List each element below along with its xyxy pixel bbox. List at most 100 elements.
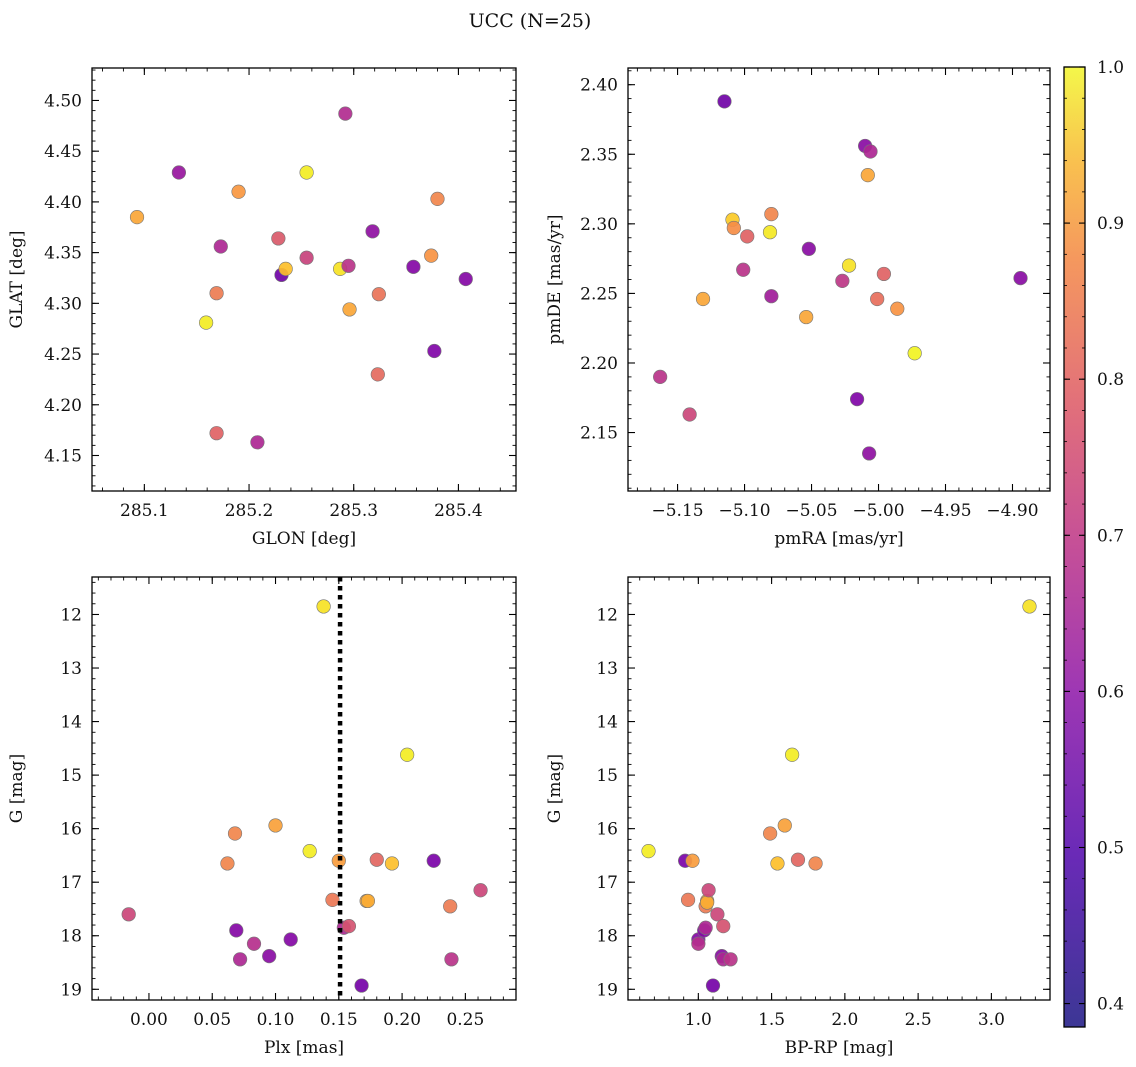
colorbar-tick-label: 0.5 [1097, 838, 1124, 858]
data-point [342, 302, 357, 317]
data-point [682, 407, 697, 422]
data-point [726, 220, 741, 236]
data-point [717, 94, 732, 109]
data-point [406, 259, 421, 274]
data-point [369, 852, 384, 867]
data-point [444, 952, 459, 967]
y-tick-label: 18 [596, 927, 618, 947]
data-point [220, 856, 235, 871]
data-point [653, 369, 668, 385]
data-point [740, 229, 755, 244]
data-point [231, 184, 246, 199]
data-point [302, 844, 317, 859]
data-point [262, 948, 277, 964]
data-point [365, 224, 380, 239]
data-point [213, 239, 228, 254]
y-tick-label: 16 [596, 820, 618, 840]
y-tick-label: 13 [596, 659, 618, 679]
data-point [835, 273, 850, 288]
data-point [129, 210, 145, 225]
colorbar-tick-label: 0.6 [1097, 682, 1124, 702]
data-point [860, 168, 875, 183]
colorbar-tick-label: 1.0 [1097, 58, 1124, 78]
y-tick-label: 14 [60, 713, 82, 733]
data-point [341, 919, 357, 934]
data-point [325, 892, 340, 907]
data-point [360, 893, 376, 909]
y-tick-label: 2.15 [580, 424, 618, 444]
data-point [777, 818, 792, 833]
data-point [209, 426, 224, 441]
data-point [691, 936, 706, 951]
data-point [764, 207, 779, 222]
x-tick-label: 0.20 [383, 1010, 421, 1030]
y-axis-label: G [mag] [545, 754, 565, 823]
data-point [209, 286, 224, 301]
y-tick-label: 19 [596, 980, 618, 1000]
x-tick-label: −4.90 [986, 501, 1038, 521]
data-point [371, 287, 386, 302]
y-axis-label: G [mag] [7, 754, 27, 823]
y-tick-label: 13 [60, 659, 82, 679]
x-axis-label: GLON [deg] [252, 529, 356, 549]
x-tick-label: −5.00 [852, 501, 904, 521]
scatter-panel-pmra-pmde: −5.15 −5.10 −5.05 −5.00 −4.95 −4.90 2.15 2.20 2.… [545, 67, 1051, 549]
data-point [705, 978, 721, 993]
x-axis-label: pmRA [mas/yr] [774, 529, 903, 549]
data-point [384, 856, 400, 871]
data-point [473, 883, 488, 898]
y-tick-label: 2.20 [580, 354, 618, 374]
y-tick-label: 4.15 [44, 446, 82, 466]
y-tick-label: 4.25 [44, 345, 82, 365]
data-point [801, 241, 816, 256]
data-point [199, 315, 214, 330]
data-point [680, 892, 696, 907]
y-tick-label: 4.30 [44, 294, 82, 314]
data-point [764, 289, 779, 304]
data-point [400, 747, 415, 762]
axes-frame [627, 576, 1051, 1001]
figure-title: UCC (N=25) [469, 10, 592, 32]
colorbar-tick-label: 0.9 [1097, 214, 1124, 234]
x-axis-label: BP-RP [mag] [785, 1038, 894, 1058]
data-point [770, 856, 785, 871]
axes-frame [91, 67, 517, 492]
data-point [863, 144, 878, 159]
x-tick-label: 0.10 [257, 1010, 295, 1030]
scatter-panel-plx-g: 0.00 0.05 0.10 0.15 0.20 0.25 12 13 14 15 16 17 18 19… [7, 576, 517, 1058]
data-point [227, 826, 243, 841]
data-point [862, 446, 877, 461]
data-point [762, 225, 778, 240]
data-point [171, 165, 186, 180]
x-tick-label: 2.5 [905, 1010, 932, 1030]
data-point [685, 853, 700, 868]
x-axis-label: Plx [mas] [264, 1038, 344, 1058]
y-tick-label: 12 [60, 605, 82, 625]
y-tick-label: 17 [596, 873, 618, 893]
data-point [354, 978, 369, 993]
x-tick-label: −5.15 [652, 501, 704, 521]
data-point [370, 367, 385, 382]
points-plx-g [121, 599, 488, 993]
data-point [268, 818, 283, 833]
y-tick-label: 18 [60, 927, 82, 947]
data-point [1013, 271, 1028, 286]
data-point [229, 923, 244, 938]
data-point [278, 261, 293, 276]
data-point [641, 844, 656, 859]
data-point [232, 952, 248, 967]
data-point [700, 895, 715, 910]
data-point [299, 250, 314, 265]
data-point [723, 952, 738, 967]
x-tick-label: 0.25 [446, 1010, 484, 1030]
data-point [283, 932, 298, 947]
y-tick-label: 4.50 [44, 91, 82, 111]
y-tick-label: 4.35 [44, 244, 82, 264]
axes-frame [91, 576, 517, 1001]
y-tick-label: 2.30 [580, 215, 618, 235]
data-point [710, 907, 725, 922]
scatter-panel-bprp-g: 1.0 1.5 2.0 2.5 3.0 12 13 14 15 16 17 18 19 BP-RP [ma… [545, 576, 1051, 1058]
data-point [430, 191, 445, 206]
data-point [876, 266, 891, 282]
